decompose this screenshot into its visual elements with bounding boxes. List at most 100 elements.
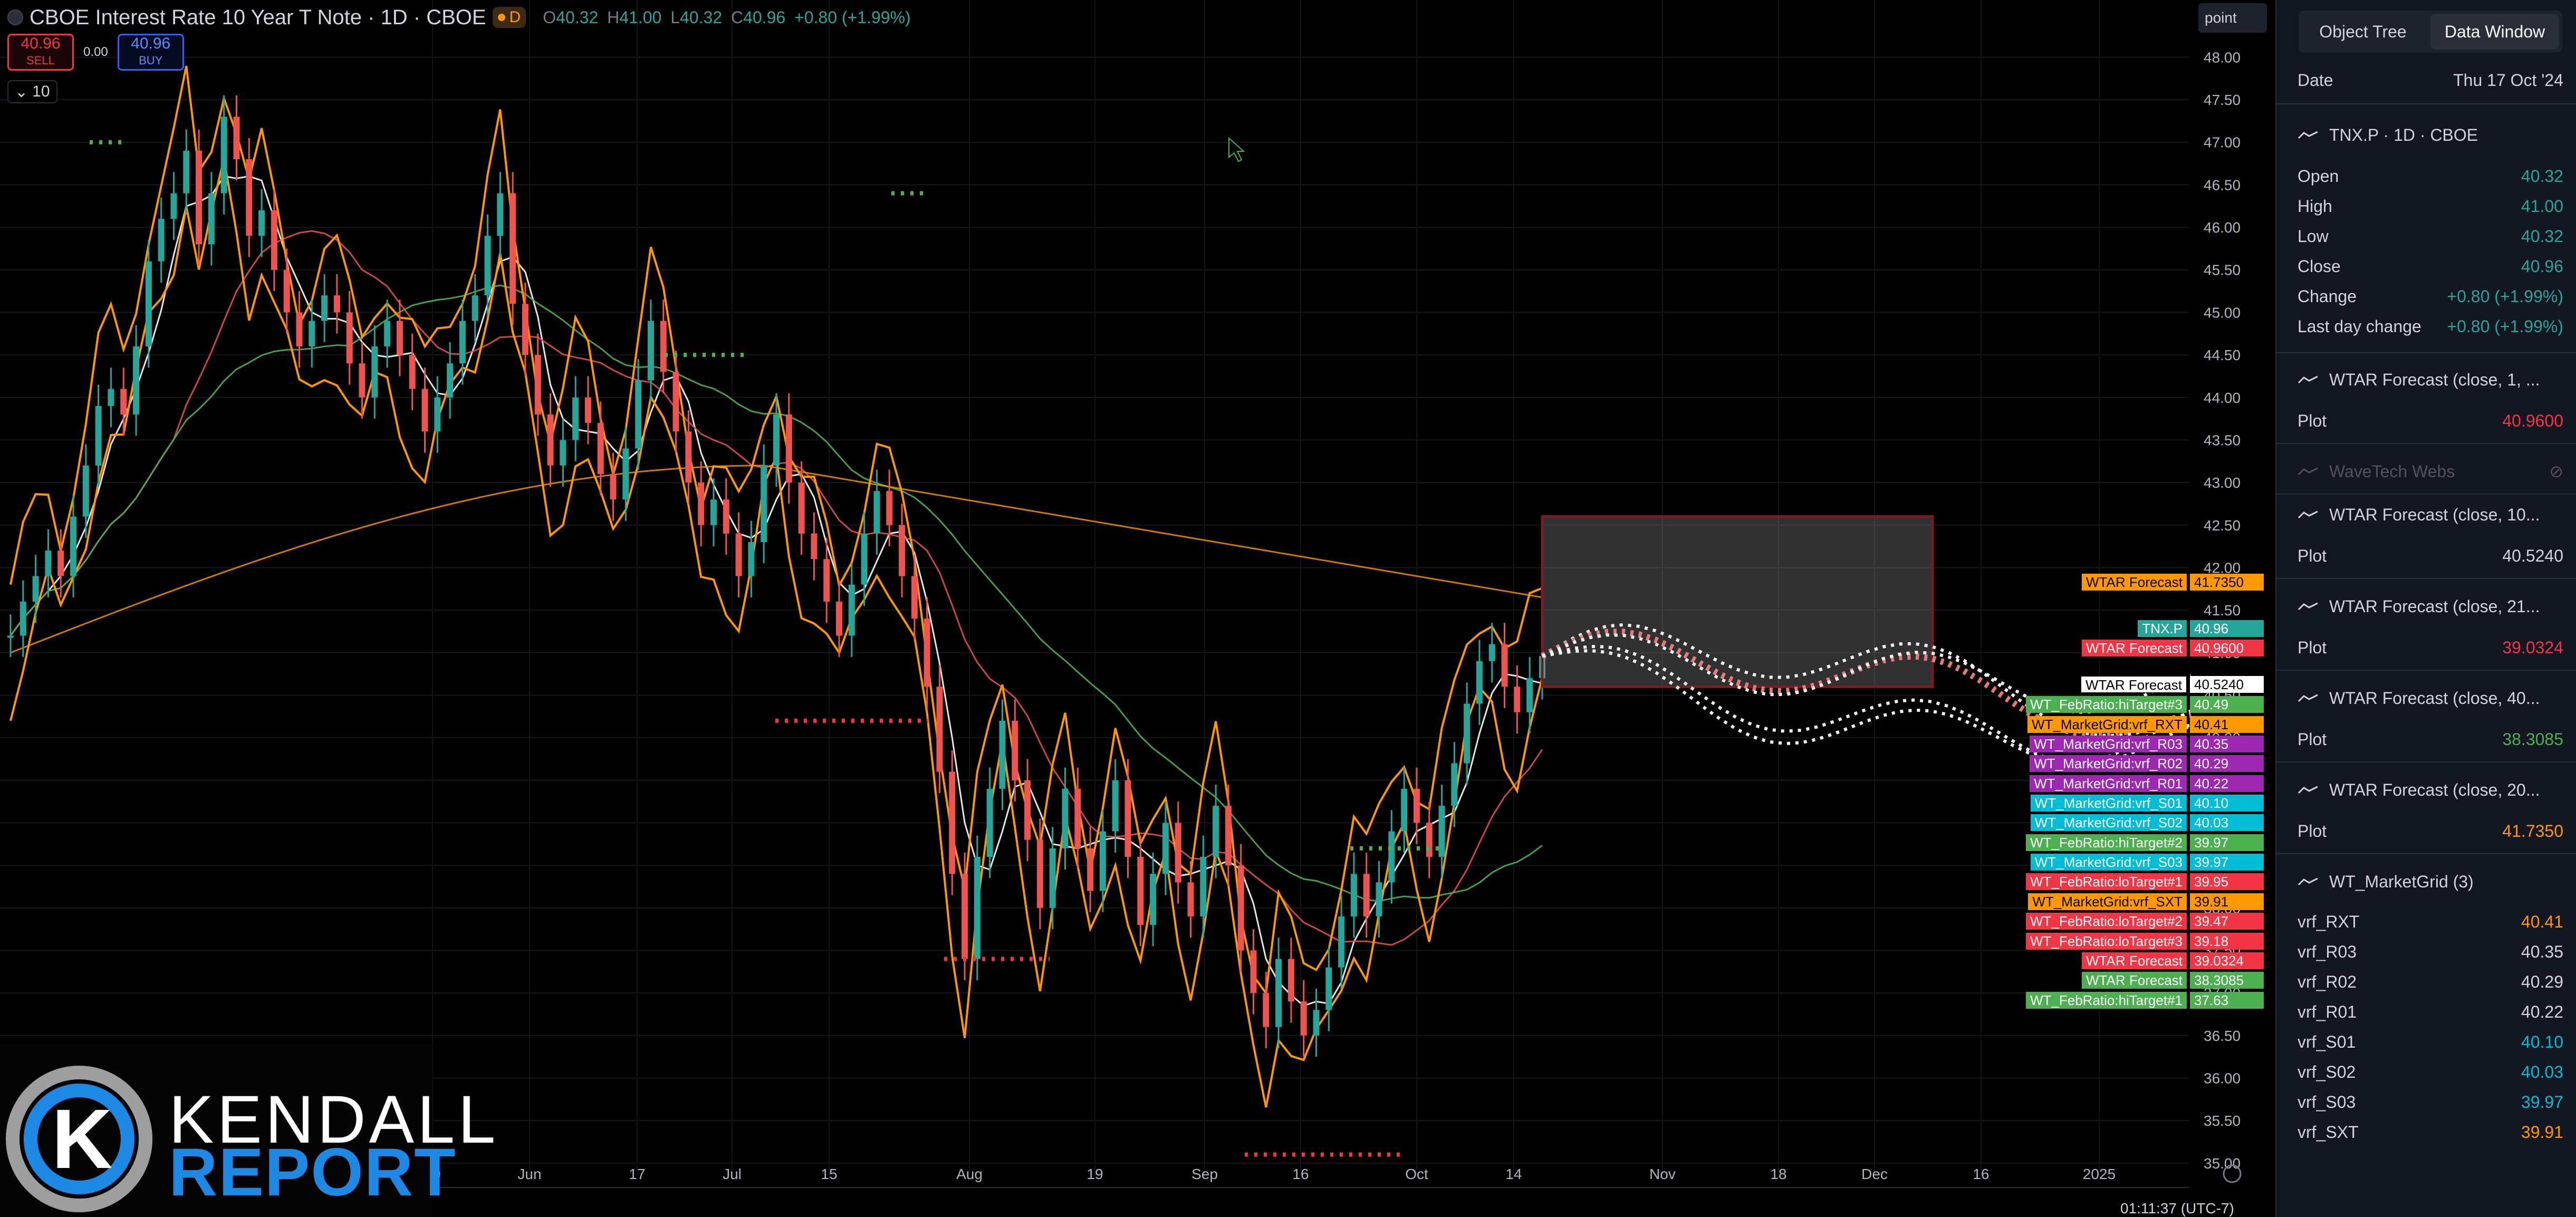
- grid-row-label: vrf_R03: [2298, 942, 2357, 961]
- y-tick-label: 43.50: [2204, 432, 2241, 448]
- axis-tag-value: 40.5240: [2190, 676, 2264, 693]
- price-chart[interactable]: 48.00 47.50 47.00 46.50 46.00 45.50 45.00 44.50…: [0, 0, 2273, 1217]
- collapse-legend-toggle[interactable]: ⌄ 10: [7, 80, 57, 103]
- axis-tag-value: 38.3085: [2190, 972, 2264, 989]
- indicator-header[interactable]: WTAR Forecast (close, 21...: [2298, 591, 2563, 622]
- candle: [309, 321, 315, 346]
- candle: [1376, 882, 1382, 916]
- candle: [999, 720, 1006, 789]
- chart-area[interactable]: 48.00 47.50 47.00 46.50 46.00 45.50 45.00 44.50…: [0, 0, 2273, 1217]
- candle: [647, 321, 654, 381]
- forecast-box: [1541, 515, 1934, 688]
- candle: [723, 499, 729, 534]
- plot-row: Plot 39.0324: [2298, 633, 2563, 662]
- axis-tag-value: 41.7350: [2190, 574, 2264, 591]
- trade-panel: 40.96 SELL 0.00 40.96 BUY: [7, 34, 184, 71]
- indicator-header[interactable]: WaveTech Webs ⊘: [2298, 456, 2563, 487]
- divider: [2276, 578, 2576, 579]
- candle: [823, 559, 830, 602]
- grid-row: vrf_SXT 39.91: [2298, 1117, 2563, 1147]
- tab-data-window[interactable]: Data Window: [2430, 14, 2559, 50]
- ohlc-readout: O40.32 H41.00 L40.32 C40.96 +0.80 (+1.99…: [543, 7, 911, 27]
- indicator-wave-icon: [2298, 467, 2318, 476]
- candle: [1187, 882, 1194, 916]
- y-tick-label: 44.00: [2204, 390, 2241, 406]
- low-value: 40.32: [680, 7, 723, 27]
- ohlc-row: High 41.00: [2298, 191, 2563, 221]
- grid-row: vrf_S01 40.10: [2298, 1027, 2563, 1057]
- candle: [886, 491, 893, 525]
- candle: [986, 788, 993, 857]
- candle: [1514, 687, 1521, 712]
- candle: [660, 321, 667, 372]
- divider: [2276, 761, 2576, 762]
- candle: [459, 321, 466, 364]
- plot-row: Plot 41.7350: [2298, 816, 2563, 846]
- candle: [497, 193, 504, 236]
- candle: [635, 380, 642, 449]
- candle: [120, 389, 127, 415]
- date-row-label: Date: [2298, 70, 2333, 90]
- y-tick-label: 48.00: [2204, 49, 2241, 65]
- candle: [672, 372, 679, 432]
- interval-badge[interactable]: D: [492, 7, 526, 28]
- x-tick-label: Oct: [1405, 1166, 1428, 1182]
- indicator-header[interactable]: WTAR Forecast (close, 10...: [2298, 499, 2563, 530]
- axis-tag-value: 39.97: [2190, 834, 2264, 851]
- y-tick-label: 36.50: [2204, 1028, 2241, 1044]
- indicator-header[interactable]: TNX.P · 1D · CBOE: [2298, 119, 2563, 151]
- axis-tag-name: TNX.P: [2138, 620, 2187, 637]
- kr-logo-icon: K: [6, 1066, 152, 1212]
- forecast-projection-line: [1541, 633, 2192, 714]
- divider: [2276, 103, 2576, 104]
- candle: [70, 516, 77, 576]
- indicator-title: WTAR Forecast (close, 40...: [2329, 688, 2540, 708]
- axis-tag-value: 40.41: [2190, 716, 2264, 733]
- candle: [296, 312, 303, 346]
- candle: [597, 423, 604, 474]
- grid-row-value: 40.10: [2521, 1032, 2563, 1051]
- grid-row: vrf_RXT 40.41: [2298, 907, 2563, 936]
- indicator-title: WTAR Forecast (close, 10...: [2329, 505, 2540, 524]
- candle: [1451, 763, 1458, 806]
- axis-tag-value: 39.18: [2190, 933, 2264, 950]
- upper-envelope-line: [9, 65, 1543, 996]
- chart-title[interactable]: CBOE Interest Rate 10 Year T Note · 1D ·…: [30, 5, 486, 29]
- chart-legend: CBOE Interest Rate 10 Year T Note · 1D ·…: [7, 5, 915, 30]
- candle: [873, 491, 880, 534]
- candle: [145, 261, 152, 346]
- plot-row-label: Plot: [2298, 729, 2327, 749]
- grid-row: vrf_R02 40.29: [2298, 967, 2563, 997]
- candle: [45, 550, 52, 576]
- plot-row: Plot 38.3085: [2298, 725, 2563, 754]
- x-tick-label: 16: [1973, 1166, 1989, 1182]
- y-tick-label: 42.00: [2204, 559, 2241, 576]
- axis-tag-value: 40.22: [2190, 775, 2264, 792]
- high-value: 41.00: [619, 7, 662, 27]
- clock-readout[interactable]: 01:11:37 (UTC-7): [2120, 1200, 2234, 1216]
- candle: [434, 397, 441, 432]
- candle: [1049, 848, 1056, 908]
- chevron-down-icon: ⌄: [15, 83, 28, 101]
- candle: [271, 210, 277, 270]
- symbol-icon: [7, 9, 23, 25]
- candle: [32, 576, 39, 602]
- indicator-wave-icon: [2298, 375, 2318, 384]
- indicator-header[interactable]: WTAR Forecast (close, 40...: [2298, 682, 2563, 714]
- candle: [233, 117, 240, 160]
- buy-button[interactable]: 40.96 BUY: [117, 34, 184, 71]
- change-value: +0.80 (+1.99%): [794, 7, 911, 27]
- grid-row-label: vrf_RXT: [2298, 912, 2360, 931]
- indicator-header[interactable]: WT_MarketGrid (3): [2298, 866, 2563, 897]
- plot-row-value: 41.7350: [2502, 821, 2563, 841]
- indicator-header[interactable]: WTAR Forecast (close, 20...: [2298, 774, 2563, 806]
- candle: [1200, 856, 1207, 916]
- divider: [2276, 853, 2576, 854]
- point-selector[interactable]: point: [2198, 3, 2267, 33]
- sell-button[interactable]: 40.96 SELL: [7, 34, 74, 71]
- candle: [1426, 823, 1433, 857]
- hidden-eye-icon[interactable]: ⊘: [2549, 462, 2563, 481]
- indicator-header[interactable]: WTAR Forecast (close, 1, ...: [2298, 364, 2563, 395]
- svg-text:K: K: [52, 1092, 113, 1186]
- tab-object-tree[interactable]: Object Tree: [2319, 22, 2407, 41]
